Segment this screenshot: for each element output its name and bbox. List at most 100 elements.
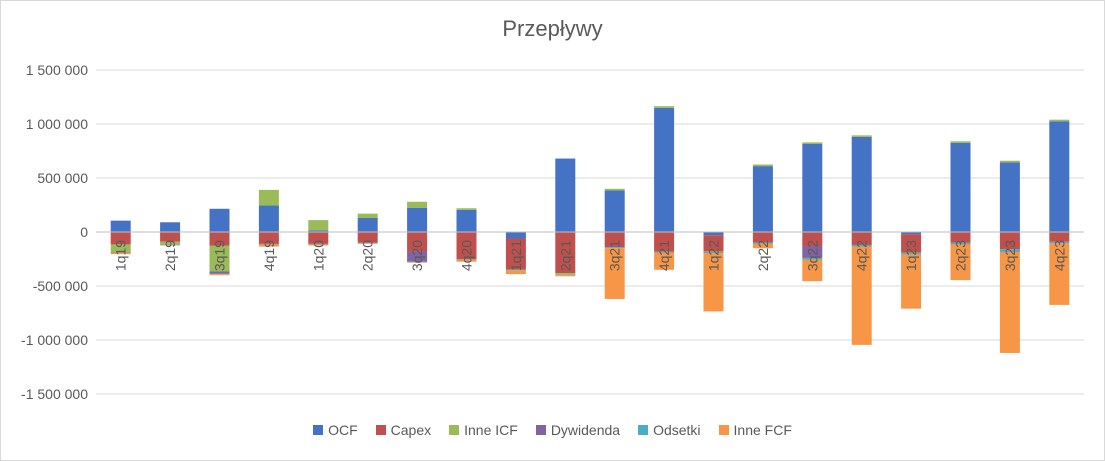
legend-swatch (638, 425, 649, 435)
bar-dywidenda (802, 246, 823, 258)
bar-capex (357, 232, 378, 243)
legend-item: Dywidenda (535, 422, 621, 438)
bar-inne-icf (802, 142, 823, 144)
bar-inne-fcf (950, 244, 971, 281)
bar-inne-fcf (555, 275, 576, 277)
bar-ocf (308, 230, 329, 232)
bar-odsetki (110, 251, 131, 253)
y-tick-label: 500 000 (37, 170, 88, 186)
bar-inne-fcf (752, 243, 773, 249)
bar-inne-fcf (802, 259, 823, 282)
bar-ocf (752, 166, 773, 232)
bar-ocf (703, 232, 724, 236)
bar-capex (209, 232, 230, 246)
bar-odsetki (505, 270, 526, 271)
legend-label: Odsetki (653, 422, 701, 438)
bar-inne-icf (209, 245, 230, 272)
bar-inne-fcf (407, 262, 428, 263)
bar-capex (407, 232, 428, 252)
bar-inne-icf (851, 135, 872, 137)
chart-title: Przepływy (502, 16, 603, 41)
bar-capex (555, 232, 576, 274)
legend-item: Capex (375, 422, 432, 438)
x-tick-label: 2q20 (360, 240, 376, 271)
bar-capex (1049, 232, 1070, 242)
bar-odsetki (160, 244, 181, 245)
x-tick-label: 4q21 (656, 240, 672, 271)
bar-inne-fcf (703, 253, 724, 312)
bar-capex (258, 232, 279, 244)
bar-inne-icf (752, 164, 773, 167)
bar-inne-icf (456, 208, 477, 210)
bar-inne-icf (110, 244, 131, 252)
bar-inne-fcf (160, 244, 181, 246)
x-tick-label: 3q21 (607, 240, 623, 271)
bar-inne-icf (160, 241, 181, 245)
bar-ocf (604, 190, 625, 232)
x-tick-label: 4q23 (1051, 240, 1067, 271)
bar-inne-icf (950, 141, 971, 143)
bar-inne-icf (654, 106, 675, 108)
bar-odsetki (654, 251, 675, 253)
x-tick-label: 4q20 (459, 240, 475, 271)
legend-label: Inne FCF (733, 422, 792, 438)
legend-label: Dywidenda (550, 422, 621, 438)
bar-ocf (160, 222, 181, 232)
y-tick-label: -1 000 000 (21, 332, 88, 348)
x-tick-label: 1q21 (508, 240, 524, 271)
bar-capex (160, 232, 181, 242)
y-tick-label: -1 500 000 (21, 386, 88, 402)
bar-ocf (209, 208, 230, 232)
bar-inne-fcf (308, 244, 329, 246)
bar-inne-fcf (1049, 243, 1070, 305)
bar-inne-fcf (456, 259, 477, 262)
x-tick-label: 1q19 (113, 240, 129, 271)
legend-swatch (375, 425, 386, 435)
bar-odsetki (1049, 241, 1070, 244)
bar-capex (950, 232, 971, 243)
legend-item: Inne FCF (718, 422, 792, 438)
bar-inne-icf (1049, 119, 1070, 122)
x-tick-label: 2q21 (557, 240, 573, 271)
bar-capex (654, 232, 675, 252)
bar-dywidenda (209, 271, 230, 274)
bar-odsetki (999, 249, 1020, 252)
bar-odsetki (604, 247, 625, 249)
bar-inne-fcf (604, 248, 625, 299)
bar-inne-fcf (901, 254, 922, 309)
bar-ocf (901, 232, 922, 235)
x-tick-label: 4q22 (854, 240, 870, 271)
x-tick-label: 2q22 (755, 240, 771, 271)
bar-ocf (950, 142, 971, 232)
bar-capex (505, 238, 526, 270)
legend-label: Capex (390, 422, 432, 438)
x-tick-label: 1q20 (310, 240, 326, 271)
x-tick-label: 2q23 (953, 240, 969, 271)
bar-ocf (456, 209, 477, 232)
bar-ocf (357, 217, 378, 232)
bar-capex (604, 232, 625, 248)
bar-ocf (802, 143, 823, 232)
bar-capex (901, 234, 922, 253)
bar-odsetki (407, 261, 428, 263)
bar-ocf (505, 232, 526, 239)
bar-odsetki (752, 242, 773, 244)
bar-inne-icf (407, 201, 428, 208)
bar-inne-icf (604, 188, 625, 191)
y-tick-label: 1 000 000 (26, 116, 88, 132)
bar-inne-icf (999, 160, 1020, 163)
bar-capex (110, 232, 131, 245)
bar-inne-icf (703, 251, 724, 252)
bar-inne-fcf (654, 252, 675, 270)
x-tick-label: 4q19 (261, 240, 277, 271)
x-tick-label: 1q23 (903, 240, 919, 271)
bar-odsetki (209, 273, 230, 275)
y-tick-label: -500 000 (33, 278, 88, 294)
bar-ocf (851, 136, 872, 232)
x-tick-label: 3q23 (1002, 240, 1018, 271)
bar-capex (999, 232, 1020, 250)
bar-odsetki (308, 243, 329, 245)
bar-inne-fcf (258, 244, 279, 247)
bar-dywidenda (407, 251, 428, 262)
